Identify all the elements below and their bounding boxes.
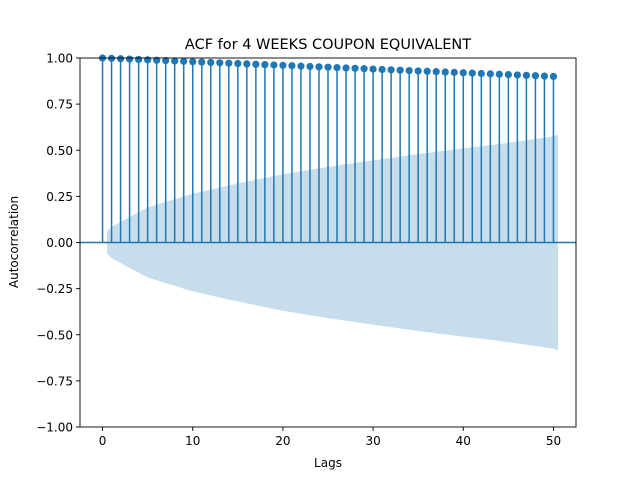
y-tick-label: 0.50	[46, 144, 73, 158]
x-tick-label: 20	[275, 434, 290, 448]
marker-lag-5	[144, 56, 152, 64]
marker-lag-22	[297, 62, 305, 70]
x-tick-label: 50	[546, 434, 561, 448]
marker-lag-19	[270, 61, 278, 69]
marker-lag-44	[495, 70, 503, 78]
marker-lag-39	[450, 68, 458, 76]
y-tick-label: −0.25	[36, 282, 73, 296]
marker-lag-13	[216, 59, 224, 67]
marker-lag-12	[207, 58, 215, 67]
chart-title: ACF for 4 WEEKS COUPON EQUIVALENT	[185, 37, 471, 53]
marker-lag-17	[252, 60, 260, 68]
marker-lag-45	[504, 71, 512, 79]
marker-lag-26	[333, 63, 341, 72]
marker-lag-28	[351, 64, 359, 72]
x-tick-label: 10	[185, 434, 200, 448]
y-tick-label: −0.75	[36, 374, 73, 388]
marker-lag-33	[396, 66, 404, 74]
plot-area	[80, 54, 576, 351]
y-tick-label: 0.25	[46, 190, 73, 204]
marker-lag-16	[243, 60, 251, 68]
marker-lag-18	[261, 61, 269, 69]
marker-lag-46	[513, 71, 521, 79]
marker-lag-20	[279, 61, 287, 69]
marker-lag-9	[180, 57, 188, 65]
marker-lag-27	[342, 64, 350, 72]
y-tick-label: −1.00	[36, 421, 73, 435]
y-tick-label: 0.75	[46, 98, 73, 112]
x-axis-label: Lags	[314, 456, 342, 470]
marker-lag-49	[540, 72, 549, 80]
marker-lag-32	[387, 66, 395, 74]
marker-lag-35	[414, 67, 422, 75]
marker-lag-38	[441, 68, 449, 76]
marker-lag-23	[306, 62, 314, 71]
marker-lag-47	[522, 71, 531, 79]
axes: 0 10 20 30 40 50 −1.00 −0.75 −0.50 −0.25 0.00 0.25 0…	[36, 52, 577, 448]
marker-lag-48	[531, 72, 540, 80]
marker-lag-15	[234, 59, 242, 68]
marker-lag-50	[549, 72, 558, 81]
x-tick-label: 30	[365, 434, 380, 448]
y-tick-label: −0.50	[36, 328, 73, 342]
marker-lag-11	[198, 58, 206, 66]
marker-lag-4	[135, 55, 143, 64]
marker-lag-14	[225, 59, 233, 67]
marker-lag-43	[486, 70, 494, 78]
marker-lag-40	[459, 69, 467, 77]
marker-lag-29	[360, 65, 368, 73]
marker-lag-36	[423, 67, 431, 75]
marker-lag-3	[126, 55, 134, 63]
marker-lag-10	[189, 58, 197, 66]
marker-lag-25	[324, 63, 332, 71]
marker-lag-21	[288, 62, 296, 70]
marker-lag-34	[405, 66, 413, 75]
y-tick-label: 0.00	[46, 236, 73, 250]
x-tick-label: 40	[456, 434, 471, 448]
marker-lag-24	[315, 63, 323, 71]
marker-lag-41	[468, 69, 476, 77]
marker-lag-42	[477, 69, 485, 78]
x-tick-label: 0	[99, 434, 107, 448]
y-tick-label: 1.00	[46, 52, 73, 66]
marker-lag-37	[432, 68, 440, 76]
y-axis-label: Autocorrelation	[7, 196, 21, 288]
marker-lag-30	[369, 65, 377, 73]
marker-lag-7	[162, 56, 170, 65]
marker-lag-31	[378, 65, 386, 74]
marker-lag-2	[116, 55, 125, 63]
marker-lag-8	[171, 57, 179, 65]
